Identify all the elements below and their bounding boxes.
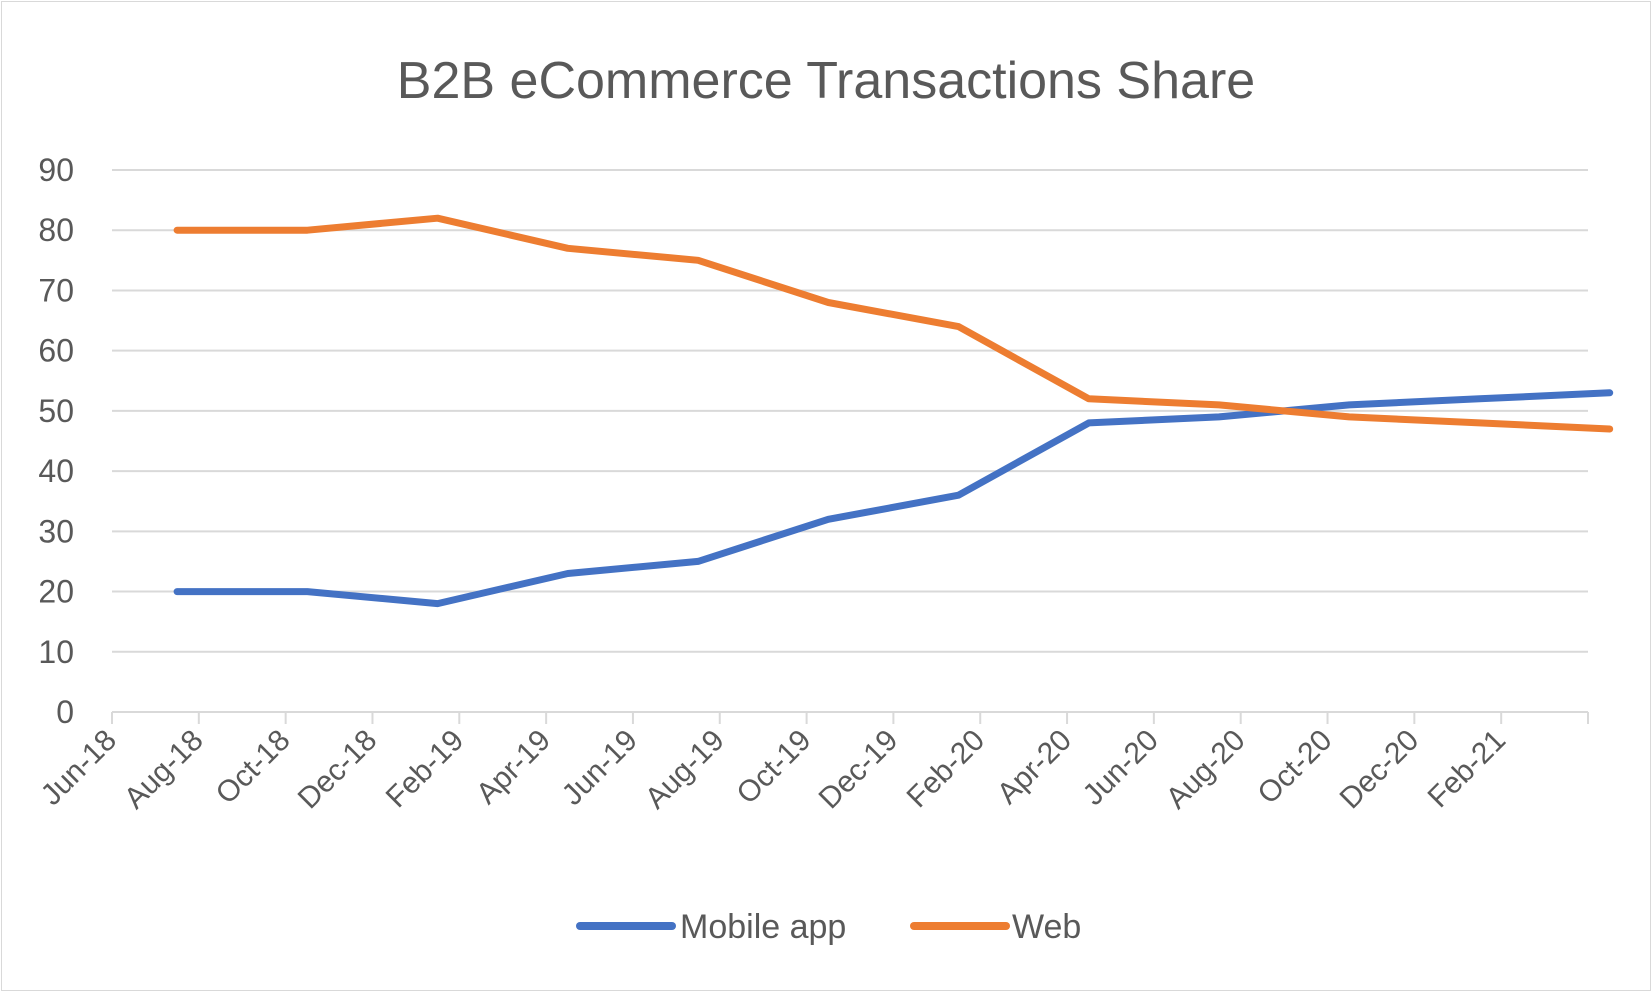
- series-line-web: [173, 214, 1614, 433]
- legend-label: Web: [1012, 908, 1081, 946]
- x-tick-label: Aug-19: [639, 724, 731, 816]
- legend-label: Mobile app: [680, 908, 846, 946]
- x-tick-label: Oct-19: [731, 724, 818, 811]
- y-tick-label: 90: [38, 152, 74, 188]
- y-tick-label: 80: [38, 212, 74, 248]
- x-tick-label: Aug-20: [1160, 724, 1252, 816]
- x-tick-label: Jun-18: [35, 724, 123, 812]
- y-tick-label: 30: [38, 513, 74, 549]
- x-tick-label: Dec-18: [292, 724, 384, 816]
- series-line-mobile-app: [173, 389, 1614, 608]
- x-tick-label: Aug-18: [118, 724, 210, 816]
- x-tick-label: Feb-20: [901, 724, 992, 815]
- legend: Mobile app Web: [576, 908, 1081, 946]
- y-tick-label: 10: [38, 634, 74, 670]
- x-tick-label: Dec-19: [813, 724, 905, 816]
- x-tick-label: Apr-19: [470, 724, 557, 811]
- y-tick-label: 20: [38, 574, 74, 610]
- x-tick-label: Feb-21: [1422, 724, 1513, 815]
- chart-title: B2B eCommerce Transactions Share: [397, 52, 1255, 110]
- gridlines: [112, 169, 1588, 653]
- x-tick-label: Jun-20: [1077, 724, 1165, 812]
- x-tick-label: Oct-20: [1251, 724, 1338, 811]
- x-tick-label: Jun-19: [556, 724, 644, 812]
- y-tick-label: 70: [38, 272, 74, 308]
- x-tick-label: Apr-20: [991, 724, 1078, 811]
- y-tick-label: 60: [38, 333, 74, 369]
- y-tick-label: 50: [38, 393, 74, 429]
- y-axis-labels: 0 10 20 30 40 50 60 70 80 90: [38, 152, 74, 730]
- x-tick-label: Dec-20: [1334, 724, 1426, 816]
- x-tick-label: Oct-18: [210, 724, 297, 811]
- y-tick-label: 0: [56, 694, 74, 730]
- series-lines: [173, 214, 1614, 608]
- x-tick-label: Feb-19: [380, 724, 471, 815]
- y-tick-label: 40: [38, 453, 74, 489]
- x-axis: [111, 711, 1589, 724]
